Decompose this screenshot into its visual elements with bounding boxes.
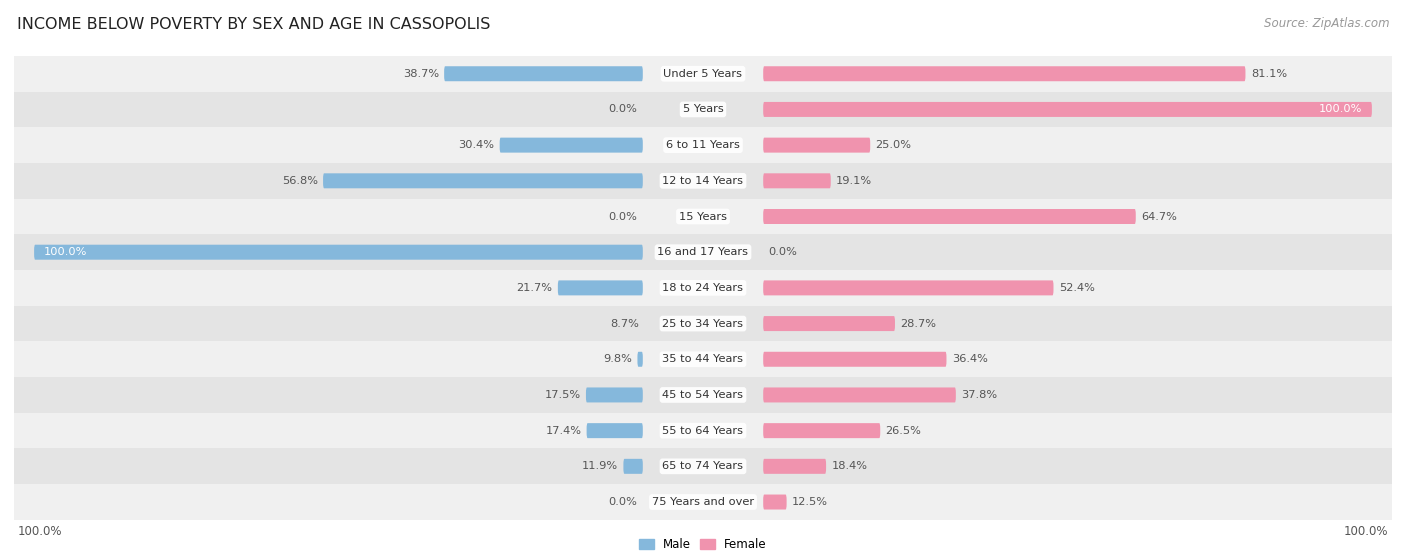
FancyBboxPatch shape [323, 173, 643, 188]
Text: 0.0%: 0.0% [769, 247, 797, 257]
Text: 52.4%: 52.4% [1059, 283, 1095, 293]
Bar [14, 92, 1392, 127]
Text: 0.0%: 0.0% [609, 105, 637, 115]
Text: 19.1%: 19.1% [837, 176, 872, 186]
FancyBboxPatch shape [763, 387, 956, 402]
Text: 12 to 14 Years: 12 to 14 Years [662, 176, 744, 186]
Bar [14, 377, 1392, 413]
Text: 75 Years and over: 75 Years and over [652, 497, 754, 507]
FancyBboxPatch shape [763, 423, 880, 438]
Text: 17.5%: 17.5% [544, 390, 581, 400]
Bar [14, 163, 1392, 198]
Text: Source: ZipAtlas.com: Source: ZipAtlas.com [1264, 17, 1389, 30]
FancyBboxPatch shape [444, 67, 643, 81]
Text: 100.0%: 100.0% [44, 247, 87, 257]
Text: INCOME BELOW POVERTY BY SEX AND AGE IN CASSOPOLIS: INCOME BELOW POVERTY BY SEX AND AGE IN C… [17, 17, 491, 32]
Text: 55 to 64 Years: 55 to 64 Years [662, 425, 744, 435]
FancyBboxPatch shape [623, 459, 643, 474]
Text: 12.5%: 12.5% [792, 497, 828, 507]
FancyBboxPatch shape [763, 67, 1246, 81]
Bar [14, 484, 1392, 520]
Text: 100.0%: 100.0% [1344, 525, 1389, 538]
Text: Under 5 Years: Under 5 Years [664, 69, 742, 79]
Text: 30.4%: 30.4% [458, 140, 495, 150]
FancyBboxPatch shape [763, 352, 946, 367]
FancyBboxPatch shape [763, 495, 786, 509]
Text: 9.8%: 9.8% [603, 354, 633, 364]
Text: 81.1%: 81.1% [1251, 69, 1286, 79]
Text: 38.7%: 38.7% [402, 69, 439, 79]
Bar [14, 270, 1392, 306]
Bar [14, 234, 1392, 270]
FancyBboxPatch shape [763, 138, 870, 153]
Text: 6 to 11 Years: 6 to 11 Years [666, 140, 740, 150]
Bar [14, 306, 1392, 342]
Text: 25.0%: 25.0% [876, 140, 911, 150]
Text: 36.4%: 36.4% [952, 354, 987, 364]
Text: 17.4%: 17.4% [546, 425, 581, 435]
FancyBboxPatch shape [763, 316, 896, 331]
Bar [14, 56, 1392, 92]
Bar [14, 448, 1392, 484]
Text: 8.7%: 8.7% [610, 319, 640, 329]
Text: 0.0%: 0.0% [609, 211, 637, 221]
Text: 18.4%: 18.4% [831, 461, 868, 471]
Text: 15 Years: 15 Years [679, 211, 727, 221]
Text: 5 Years: 5 Years [683, 105, 723, 115]
FancyBboxPatch shape [34, 245, 643, 260]
Text: 100.0%: 100.0% [1319, 105, 1362, 115]
Bar [14, 198, 1392, 234]
Text: 25 to 34 Years: 25 to 34 Years [662, 319, 744, 329]
Text: 37.8%: 37.8% [962, 390, 997, 400]
Text: 26.5%: 26.5% [886, 425, 921, 435]
FancyBboxPatch shape [763, 209, 1136, 224]
Text: 11.9%: 11.9% [582, 461, 619, 471]
FancyBboxPatch shape [499, 138, 643, 153]
Text: 28.7%: 28.7% [900, 319, 936, 329]
Text: 35 to 44 Years: 35 to 44 Years [662, 354, 744, 364]
Text: 0.0%: 0.0% [609, 497, 637, 507]
FancyBboxPatch shape [586, 387, 643, 402]
Text: 64.7%: 64.7% [1142, 211, 1177, 221]
FancyBboxPatch shape [763, 173, 831, 188]
FancyBboxPatch shape [763, 459, 827, 474]
Text: 56.8%: 56.8% [281, 176, 318, 186]
FancyBboxPatch shape [637, 352, 643, 367]
Text: 16 and 17 Years: 16 and 17 Years [658, 247, 748, 257]
FancyBboxPatch shape [763, 281, 1053, 295]
Bar [14, 413, 1392, 448]
FancyBboxPatch shape [586, 423, 643, 438]
Bar [14, 127, 1392, 163]
Text: 21.7%: 21.7% [516, 283, 553, 293]
Text: 45 to 54 Years: 45 to 54 Years [662, 390, 744, 400]
Text: 18 to 24 Years: 18 to 24 Years [662, 283, 744, 293]
Text: 100.0%: 100.0% [17, 525, 62, 538]
FancyBboxPatch shape [558, 281, 643, 295]
Bar [14, 342, 1392, 377]
Text: 65 to 74 Years: 65 to 74 Years [662, 461, 744, 471]
Legend: Male, Female: Male, Female [634, 533, 772, 556]
FancyBboxPatch shape [763, 102, 1372, 117]
